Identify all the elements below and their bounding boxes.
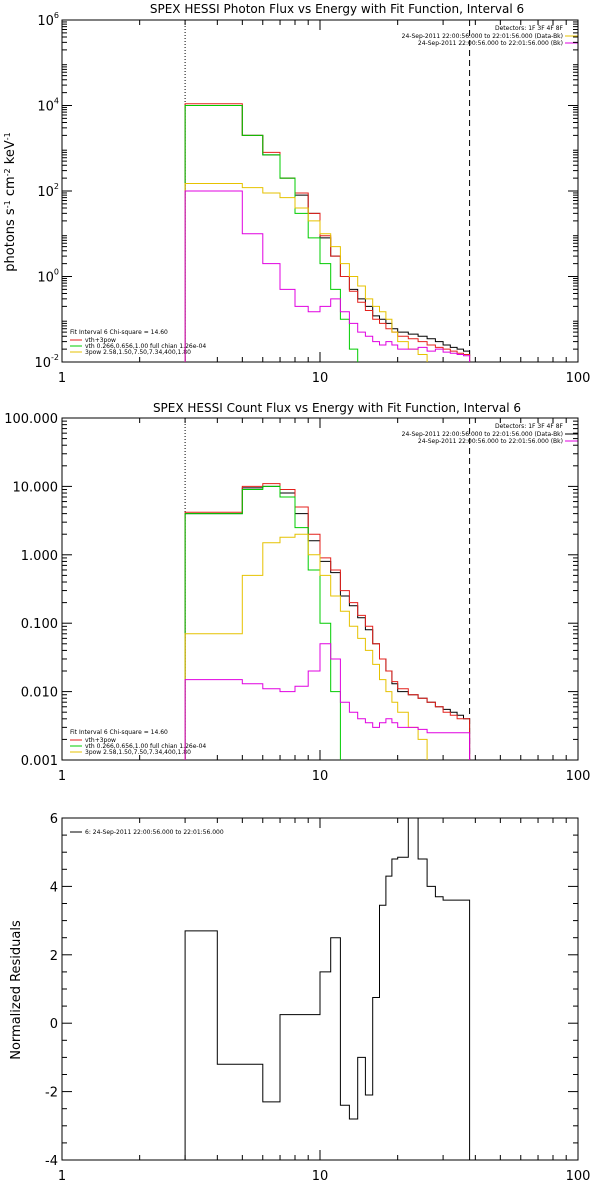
count-xtick-label: 100 [566,769,591,784]
photon-ytick-label: 10-2 [34,353,59,371]
photon-legend-data-bk: 24-Sep-2011 22:00:56.000 to 22:01:56.000… [402,33,563,40]
count-xtick-label: 1 [58,769,66,784]
residuals-ytick-label: -4 [45,1154,58,1169]
photon-flux-title: SPEX HESSI Photon Flux vs Energy with Fi… [150,2,524,16]
photon-series-1 [184,103,471,362]
photon-flux-ylabel: photons s-1 cm-2 keV-1 [3,132,19,271]
photon-fit-legend-header: Fit Interval 6 Chi-square = 14.60 [70,329,168,336]
photon-series-3 [184,183,428,362]
count-ytick-label: 0.001 [21,754,58,769]
residuals-series-0 [184,817,471,1160]
residuals-xtick-label: 1 [58,1169,66,1184]
count-fit-legend-vth: vth 0.266,0.656,1.00 full chian 1.26e-04 [85,743,206,750]
photon-ytick-label: 106 [37,11,59,29]
photon-legend-header: Detectors: 1F 3F 4F 8F [495,25,564,32]
count-fit-legend-total: vth+3pow [85,737,116,744]
count-ytick-label: 100.000 [4,412,58,427]
photon-xtick-label: 100 [566,371,591,386]
photon-fit-legend-3pow: 3pow 2.58,1.50,7.50,7.34,400,1.80 [85,349,191,356]
count-ytick-label: 10.000 [13,480,59,495]
residuals-ytick-label: -2 [45,1086,58,1101]
count-xtick-label: 10 [312,769,329,784]
count-flux-panel: SPEX HESSI Count Flux vs Energy with Fit… [4,401,590,784]
photon-legend-bk: 24-Sep-2011 22:00:56.000 to 22:01:56.000… [418,40,563,47]
photon-flux-panel: SPEX HESSI Photon Flux vs Energy with Fi… [3,2,591,386]
count-fit-legend-header: Fit Interval 6 Chi-square = 14.60 [70,729,168,736]
photon-legend-top-right: Detectors: 1F 3F 4F 8F 24-Sep-2011 22:00… [402,25,578,47]
count-legend-data-bk: 24-Sep-2011 22:00:56.000 to 22:01:56.000… [402,431,563,438]
count-legend-header: Detectors: 1F 3F 4F 8F [495,423,564,430]
count-series-1 [184,483,471,760]
count-ytick-label: 1.000 [21,549,58,564]
photon-fit-legend-vth: vth 0.266,0.656,1.00 full chian 1.26e-04 [85,343,206,350]
count-fit-legend-3pow: 3pow 2.58,1.50,7.50,7.34,400,1.80 [85,749,191,756]
count-legend-bk: 24-Sep-2011 22:00:56.000 to 22:01:56.000… [418,438,563,445]
residuals-ylabel: Normalized Residuals [9,920,24,1060]
count-legend-bottom-left: Fit Interval 6 Chi-square = 14.60 vth+3p… [70,729,206,756]
count-ytick-label: 0.100 [21,617,58,632]
count-legend-top-right: Detectors: 1F 3F 4F 8F 24-Sep-2011 22:00… [402,423,578,445]
count-series-3 [184,533,428,760]
photon-ytick-label: 104 [37,97,59,115]
photon-xtick-label: 1 [58,371,66,386]
residuals-legend: 6: 24-Sep-2011 22:00:56.000 to 22:01:56.… [70,829,224,836]
residuals-panel: Normalized Residuals 6: 24-Sep-2011 22:0… [9,812,590,1184]
residuals-ytick-label: 0 [50,1017,58,1032]
residuals-ytick-label: 2 [50,949,58,964]
residuals-legend-text: 6: 24-Sep-2011 22:00:56.000 to 22:01:56.… [85,829,224,836]
count-ytick-label: 0.010 [21,686,58,701]
residuals-ytick-label: 6 [50,812,58,827]
photon-ytick-label: 100 [37,268,59,286]
photon-fit-legend-total: vth+3pow [85,337,116,344]
residuals-xtick-label: 10 [312,1169,329,1184]
photon-series-4 [184,190,471,362]
photon-ytick-label: 102 [37,182,59,200]
photon-series-2 [184,105,359,362]
count-series-4 [184,643,471,760]
count-flux-title: SPEX HESSI Count Flux vs Energy with Fit… [153,401,521,415]
residuals-xtick-label: 100 [566,1169,591,1184]
photon-xtick-label: 10 [312,371,329,386]
residuals-ytick-label: 4 [50,880,58,895]
photon-legend-bottom-left: Fit Interval 6 Chi-square = 14.60 vth+3p… [70,329,206,356]
count-series-2 [184,485,341,760]
